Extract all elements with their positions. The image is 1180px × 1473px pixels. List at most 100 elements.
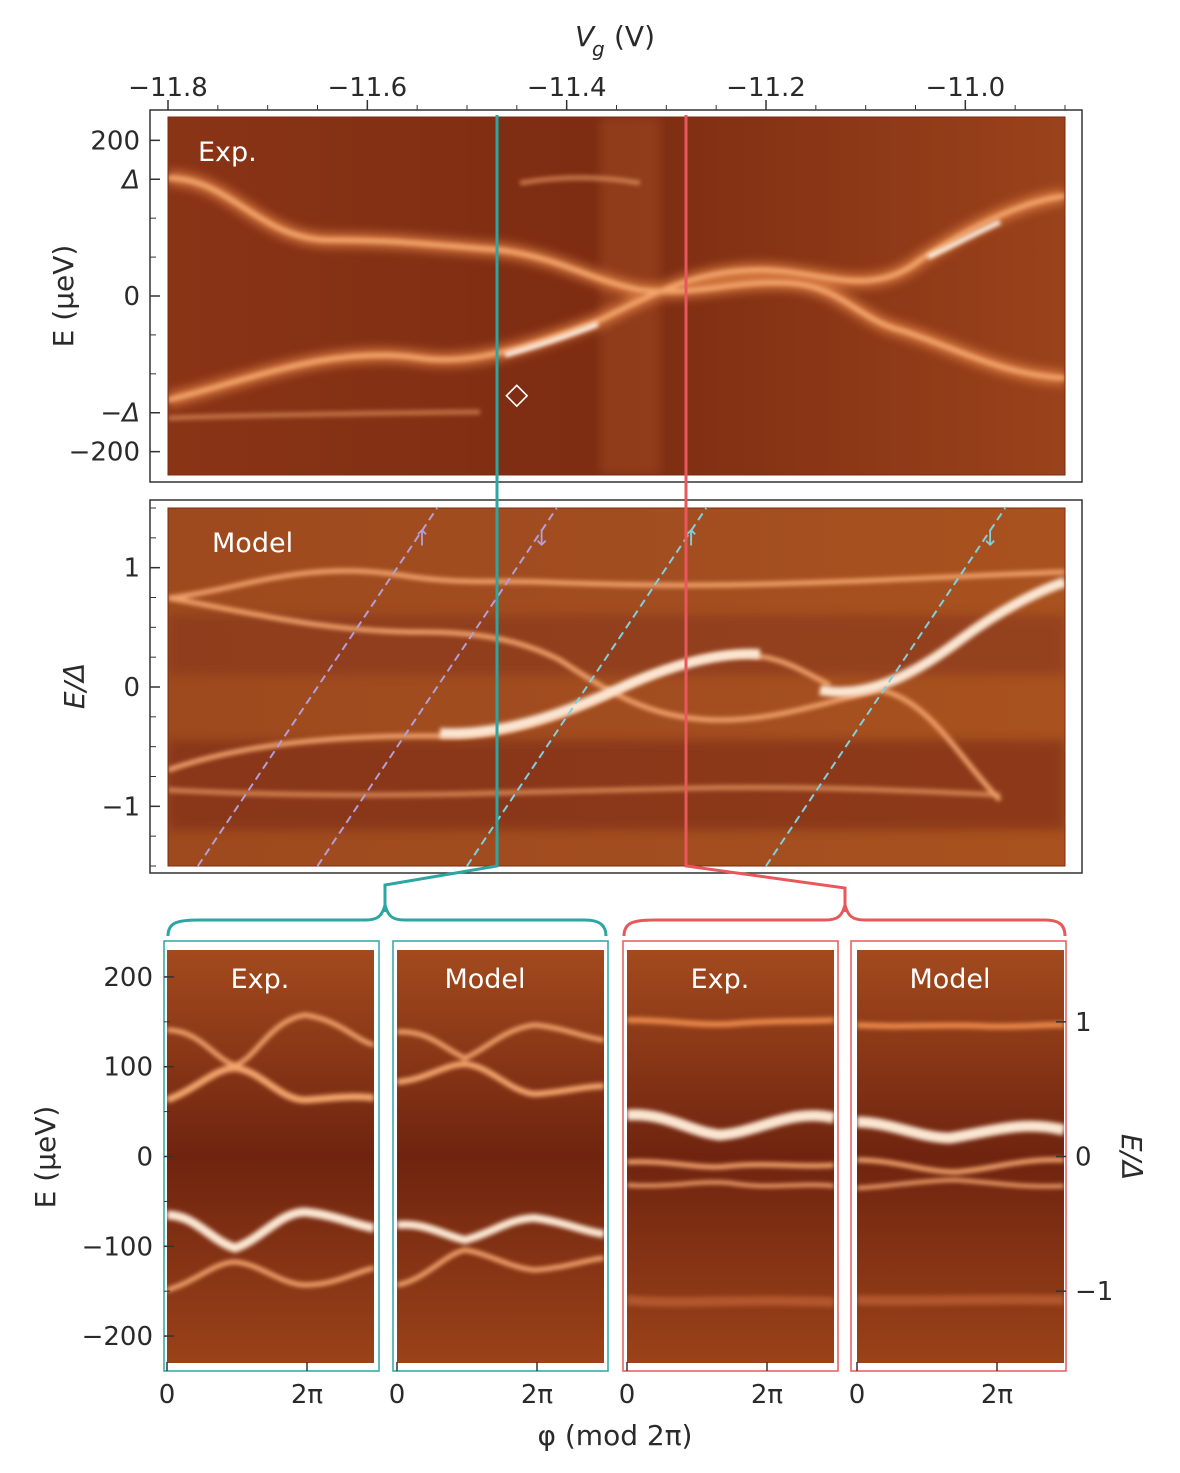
spin-arrow-icon: ↓ [533,526,551,551]
top-model-border [167,507,1066,867]
y-tick-label: 0 [136,1143,153,1173]
panel-ridge [857,1177,1064,1190]
phase-right-y-axis: 1 0 −1 [1056,1008,1113,1307]
panel-ridges [397,1022,604,1288]
panel-label: Model [444,964,525,995]
x-tick-label: −11.2 [726,73,806,103]
top-exp-panel: Exp. −11.8 −11.6 −11.4 −11.2 −11.0 200 Δ 0 −Δ −2… [69,73,1083,483]
y-tick-label: −100 [82,1232,153,1262]
ridge-line [168,175,1065,381]
spin-dashed-line [765,507,1007,867]
panel-ridge [857,1294,1064,1306]
y-tick-label: −200 [69,438,140,468]
y-tick-label: 0 [123,673,140,703]
phase-panel-cyan-exp: Exp. [163,940,380,1372]
spin-arrow-icon: ↑ [413,526,431,551]
panel-ridge [397,1213,604,1245]
panel-ridge [627,1295,834,1307]
panel-frame [392,940,609,1372]
spin-dashed-lines: ↑ ↓ ↑ ↓ [197,507,1007,867]
red-brace [622,899,1067,937]
x-tick-label: 0 [849,1380,866,1410]
model-ridge-bright [819,577,1065,697]
phase-left-y-axis: 200 100 0 −100 −200 [82,963,174,1352]
ridge-line [519,175,641,186]
x-tick-label: −11.4 [527,73,607,103]
spin-dashed-line [316,507,558,867]
panel-heatmap [857,950,1064,1363]
spin-dashed-line [466,507,708,867]
vg-subscript: g [592,37,605,61]
panel-ridge [627,1159,834,1170]
panel-ridge [627,1017,834,1028]
top-exp-label: Exp. [198,137,257,168]
top-exp-y-axis: 200 Δ 0 −Δ −200 [69,126,160,468]
model-ridge [168,595,1002,802]
x-tick-label: 2π [291,1380,323,1410]
panel-ridges [857,1021,1064,1306]
panel-ridge [167,1064,374,1104]
x-tick-label: 2π [751,1380,783,1410]
model-ridge [168,784,1001,798]
cyan-cut-line [383,115,499,912]
panel-label: Exp. [231,964,290,995]
panel-heatmap [397,950,604,1363]
y-tick-label: Δ [120,165,140,195]
top-model-label: Model [212,528,293,559]
phase-x-axis: 0 2π 0 2π 0 2π 0 2π [159,1362,1013,1410]
model-ridge-bright [439,648,761,739]
x-tick-label: −11.6 [327,73,407,103]
panel-heatmap [167,950,374,1363]
panel-ridge [857,1116,1064,1144]
panel-frame [622,940,839,1372]
phase-left-ylabel: E (μeV) [29,1106,62,1209]
x-tick-label: 0 [159,1380,176,1410]
panel-ridge [167,1012,374,1068]
phase-panels: Exp. Model Exp. [82,940,1113,1410]
panel-ridge [857,1157,1064,1175]
y-tick-label: −Δ [100,399,140,429]
panel-ridge [167,1259,374,1293]
phase-panel-red-model: Model [850,940,1067,1372]
y-tick-label: 100 [103,1053,153,1083]
panel-ridges [627,1017,834,1307]
x-tick-label: −11.8 [128,73,208,103]
top-exp-ylabel: E (μeV) [47,245,80,348]
x-tick-label: −11.0 [925,73,1005,103]
model-dark-band [168,740,1065,830]
panel-ridge [167,1207,374,1253]
model-ridge [168,568,1065,601]
panel-label: Exp. [691,964,750,995]
y-tick-label: 1 [1075,1008,1092,1038]
panel-ridge [397,1022,604,1061]
panel-ridge [857,1021,1064,1030]
vg-symbol: V [575,20,596,53]
cut-lines [166,115,1067,937]
y-tick-label: −200 [82,1322,153,1352]
x-tick-label: 0 [619,1380,636,1410]
vg-unit: (V) [614,20,655,53]
top-exp-ridges [168,117,1065,475]
top-model-ylabel: E/Δ [58,663,91,709]
x-tick-label: 2π [521,1380,553,1410]
panel-label: Model [909,964,990,995]
y-tick-label: 200 [90,126,140,156]
panel-ridge [397,1060,604,1098]
phase-right-ylabel: E/Δ [1115,1134,1148,1180]
phase-panel-red-exp: Exp. [622,940,839,1372]
x-tick-label: 0 [389,1380,406,1410]
panel-ridge [627,1180,834,1188]
phase-panel-cyan-model: Model [392,940,609,1372]
top-model-ridges [168,568,1065,830]
y-tick-label: 200 [103,963,153,993]
top-model-panel: ↑ ↓ ↑ ↓ Model 10−1 [102,499,1083,874]
spin-arrow-icon: ↓ [981,526,999,551]
x-tick-label: 2π [981,1380,1013,1410]
panel-ridge [627,1109,834,1141]
cyan-brace [166,899,608,937]
panel-ridges [167,1012,374,1293]
top-x-axis: −11.8 −11.6 −11.4 −11.2 −11.0 [128,73,1066,110]
panel-ridge [397,1247,604,1288]
phase-xlabel: φ (mod 2π) [538,1419,693,1452]
